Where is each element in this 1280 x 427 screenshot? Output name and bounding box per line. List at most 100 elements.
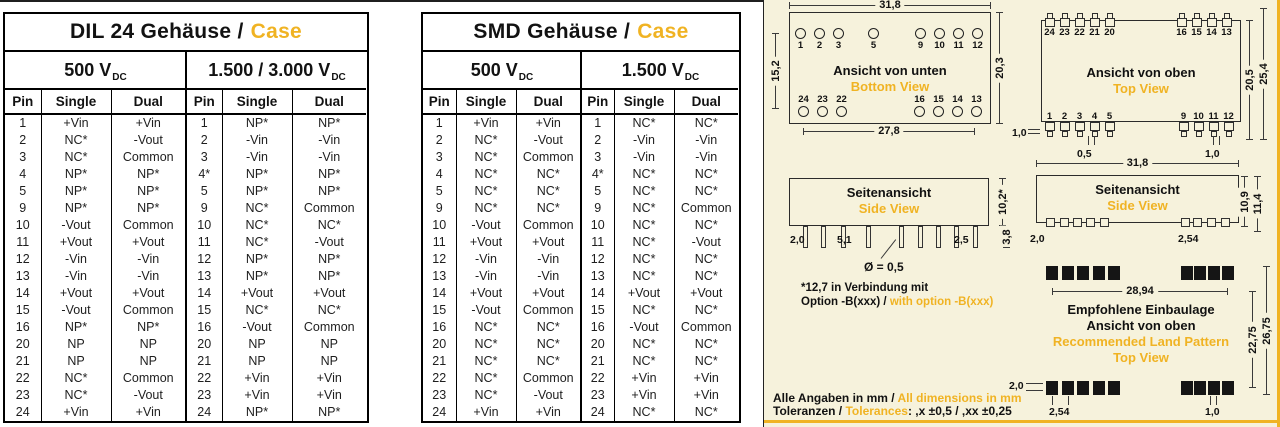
dual-cell: Common [110,149,185,166]
pin-cell: 23 [432,388,447,402]
pin-cell: 5 [594,184,602,198]
pin-cell: 13 [432,269,447,283]
dim-pitch-2-54-smd: 2,54 [1178,233,1199,245]
single-cell: -Vout [455,217,516,234]
voltage-header: 1.500 VDC [581,52,738,90]
top-view-title-de: Ansicht von oben [1086,65,1196,80]
dual-cell: +Vin [673,370,738,387]
top-view-top-pins-left: 24 23 22 21 20 [1042,12,1117,38]
dual-cell: NC* [673,217,738,234]
smd-pin-icon [1206,18,1217,27]
dual-cell: NP [110,336,185,353]
single-cell: -Vin [40,268,111,285]
pin-hole-icon [972,28,983,39]
pin-hole-icon [817,106,828,117]
pin-hole-icon [914,106,925,117]
pin-marker: 21 [1087,12,1102,38]
pin-cell: 23 [197,388,212,402]
table-row: 5 NC* NC* [581,183,738,200]
pin-number: 21 [1089,27,1100,38]
single-cell: +Vin [40,404,111,421]
smd-pin-icon [1208,122,1219,131]
pin-cell: 11 [16,235,30,249]
dim-span-28-94: 28,94 [1052,285,1228,297]
single-cell: NP* [221,268,292,285]
dim-diameter-0-5: Ø = 0,5 [864,260,904,274]
table-title-text: SMD Gehäuse / [473,20,631,43]
dual-cell: Common [515,217,580,234]
table-row: 1 NP* NP* [186,114,366,132]
pin-cell: 14 [197,286,212,300]
table-row: 12 NC* NC* [581,251,738,268]
dual-cell: +Vout [673,285,738,302]
pin-number: 23 [1059,27,1070,38]
pin-marker: 10 [1191,111,1206,131]
single-cell: +Vout [455,234,516,251]
dual-cell: -Vin [515,268,580,285]
pin-marker: 23 [813,94,832,117]
pin-cell: 21 [590,354,605,368]
table-row: 20 NP NP [5,336,185,353]
single-cell: +Vin [613,387,674,404]
smd-pin-icon [1178,122,1189,131]
dil-side-view-outline: Seitenansicht Side View [789,178,989,226]
column-headers: Pin Single Dual [423,89,580,115]
single-cell: NC* [455,200,516,217]
pin-cell: 14 [590,286,605,300]
single-cell: NC* [40,132,111,149]
table-row: 14 +Vout +Vout [581,285,738,302]
dual-cell: NC* [673,353,738,370]
table-row: 24 NP* NP* [186,404,366,421]
table-row: 12 -Vin -Vin [423,251,580,268]
dim-width-31-8-smd: 31,8 [1036,157,1239,169]
single-cell: +Vin [40,114,111,132]
single-cell: -Vin [455,251,516,268]
pin-cell: 3 [200,150,208,164]
pin-cell: 22 [15,371,30,385]
pin-cell: 10 [15,218,30,232]
units-note: Alle Angaben in mm / All dimensions in m… [773,391,1022,405]
pin-marker: 4 [1087,111,1102,131]
dim-width-31-8: 31,8 [789,0,991,11]
pin-cell: 3 [594,150,602,164]
single-cell: NC* [455,183,516,200]
table-row: 10 -Vout Common [5,217,185,234]
pin-number: 22 [836,94,847,105]
dim-body-20-5: 20,5 [1242,20,1257,140]
single-cell: NC* [613,404,674,421]
dual-cell: NC* [291,217,366,234]
dual-cell: +Vout [110,234,185,251]
pin-cell: 9 [435,201,443,215]
dim-total-25-4: 25,4 [1256,8,1271,140]
pin-hole-icon [795,28,806,39]
dual-cell: NC* [673,268,738,285]
single-cell: NC* [613,183,674,200]
pin-cell: 5 [435,184,443,198]
pin-cell: 12 [590,252,605,266]
single-cell: NP* [40,166,111,183]
single-cell: NC* [455,370,516,387]
smd-pinout-table: SMD Gehäuse / Case 500 VDC Pin Single Du… [421,12,741,423]
dual-cell: NP* [110,166,185,183]
dual-cell: -Vin [110,268,185,285]
table-row: 20 NC* NC* [581,336,738,353]
table-row: 4 NC* NC* [423,166,580,183]
dual-cell: +Vin [291,370,366,387]
gold-bottom-border [764,420,1280,423]
top-view-outline: Ansicht von oben Top View [1041,20,1241,122]
table-row: 23 NC* -Vout [423,387,580,404]
pin-number: 1 [797,40,804,51]
single-cell: +Vin [221,370,292,387]
smd-table-title: SMD Gehäuse / Case [423,14,739,52]
pin-cell: 21 [197,354,212,368]
single-cell: +Vout [221,285,292,302]
table-row: 3 -Vin -Vin [186,149,366,166]
dual-cell: NC* [673,114,738,132]
dil-side-title-de: Seitenansicht [846,185,932,200]
table-row: 3 NC* Common [423,149,580,166]
smd-1500v-group: 1.500 VDC Pin Single Dual 1 NC* NC* [580,52,738,421]
pin-marker: 15 [929,94,948,117]
dual-cell: NC* [673,166,738,183]
